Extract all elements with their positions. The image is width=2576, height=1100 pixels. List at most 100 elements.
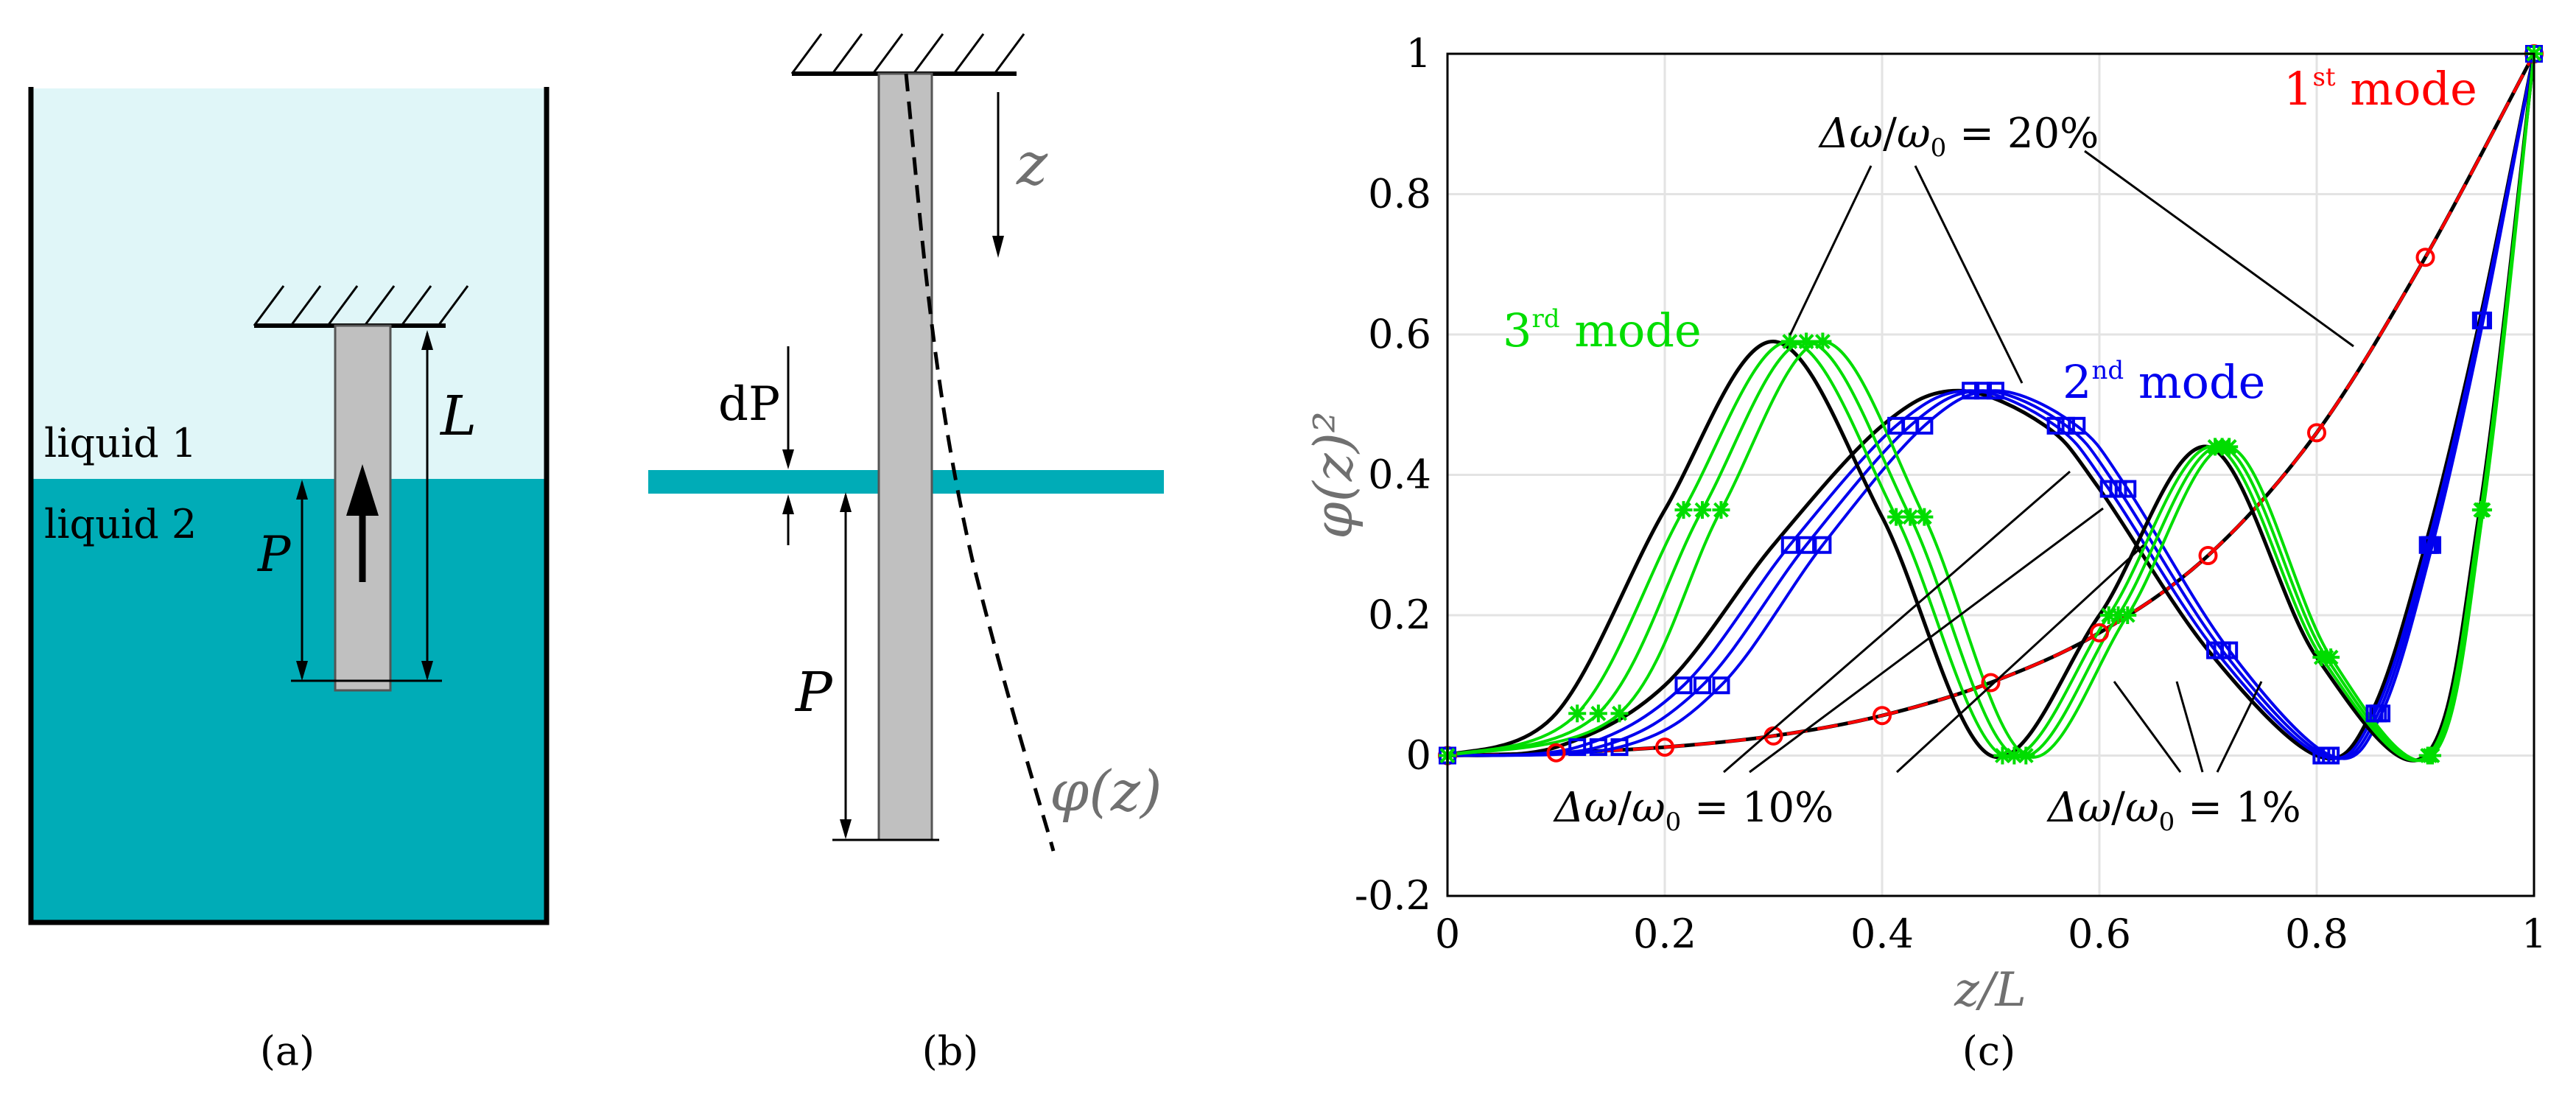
- x-axis-label: z/L: [1954, 963, 2026, 1017]
- mode2-marker: [1814, 536, 1832, 554]
- support-hatch: [790, 33, 1025, 74]
- container-walls: [28, 87, 550, 925]
- x-tick-label: 0.4: [1850, 911, 1914, 957]
- mode3-reference-line: [1447, 53, 2536, 763]
- mode2-marker: [1610, 738, 1629, 757]
- immersion-arrow-bottom: [296, 661, 308, 681]
- buoyancy-arrow-head: [346, 464, 379, 516]
- mode3-marker: [2017, 746, 2035, 765]
- mode1-marker: [2198, 546, 2218, 566]
- liquid1-region: [31, 88, 547, 479]
- mode3-marker: [1589, 704, 1607, 723]
- mode-shape-label: φ(z): [1050, 758, 1162, 824]
- mode3-marker: [2119, 606, 2137, 624]
- length-arrow-top: [421, 330, 433, 350]
- plot-frame: [1446, 52, 2535, 897]
- length-arrow-bottom: [421, 661, 433, 681]
- x-tick-label: 1: [2521, 911, 2547, 957]
- y-tick-label: 1: [1406, 30, 1431, 77]
- mode2-marker: [1693, 676, 1711, 695]
- immersion-label: P: [794, 661, 833, 724]
- mode2-marker: [1780, 536, 1799, 554]
- y-tick-label: 0.6: [1368, 311, 1431, 357]
- immersion-arrow-bottom: [840, 819, 852, 839]
- mode1-marker: [2307, 423, 2326, 443]
- chart-ticks: 0 0.2 0.4 0.6 0.8 1-0.200.20.40.60.81: [1355, 30, 2547, 957]
- mode3-marker: [2322, 648, 2340, 667]
- mode3-marker: [2424, 746, 2442, 765]
- caption-a: (a): [260, 1028, 315, 1074]
- mode2-marker: [1674, 676, 1693, 695]
- mode2-marker: [1797, 536, 1816, 554]
- mode2-marker: [2046, 416, 2065, 435]
- mode2-marker: [1712, 676, 1730, 695]
- mode2-series-line: [1447, 53, 2535, 760]
- length-label: L: [439, 385, 477, 448]
- mode2-marker: [1974, 382, 1993, 400]
- y-tick-label: 0.8: [1368, 171, 1431, 217]
- mode3-marker: [1610, 704, 1629, 723]
- immersion-label: P: [257, 526, 292, 583]
- mode3-marker: [1568, 704, 1587, 723]
- z-arrow-head: [992, 236, 1004, 258]
- mode3-label: 3rd mode: [1503, 304, 1702, 357]
- mode2-marker: [2424, 536, 2442, 554]
- mode2-marker: [1986, 382, 2004, 400]
- mode3-marker: [1674, 501, 1693, 519]
- panel-c: 0 0.2 0.4 0.6 0.8 1-0.200.20.40.60.81 1st mod…: [1302, 30, 2547, 1074]
- mode3-marker: [1814, 332, 1832, 351]
- mode2-marker: [2057, 416, 2075, 435]
- mode2-marker: [2109, 480, 2127, 498]
- mode2-marker: [1589, 738, 1607, 757]
- y-tick-label: 0.4: [1368, 452, 1431, 498]
- mode3-marker: [1797, 332, 1816, 351]
- mode1-marker: [1655, 738, 1674, 757]
- pct20-label: Δω/ω0 = 20%: [1818, 110, 2099, 163]
- dp-label: dP: [718, 377, 780, 432]
- mode2-marker: [2474, 311, 2493, 329]
- pct10-label: Δω/ω0 = 10%: [1553, 784, 1833, 837]
- x-tick-label: 0.8: [2285, 911, 2348, 957]
- y-tick-label: 0: [1406, 732, 1431, 779]
- mode1-marker: [1546, 743, 1566, 763]
- x-tick-label: 0.6: [2068, 911, 2131, 957]
- mode1-marker: [1873, 706, 1892, 726]
- mode2-marker: [1962, 382, 1980, 400]
- mode2-series-line: [1447, 53, 2535, 760]
- mode2-marker: [2068, 416, 2086, 435]
- rod: [877, 72, 933, 841]
- support-hatch: [253, 285, 469, 326]
- caption-b: (b): [922, 1028, 979, 1074]
- y-tick-label: 0.2: [1368, 592, 1431, 638]
- y-tick-label: -0.2: [1355, 872, 1431, 919]
- mode2-marker: [2373, 704, 2391, 723]
- z-label: z: [1016, 130, 1048, 198]
- mode2-marker: [2220, 641, 2239, 659]
- mode3-marker: [1915, 508, 1934, 526]
- dp-arrow-down: [782, 449, 794, 469]
- annotation-leaders: [1723, 150, 2354, 774]
- mode1-label: 1st mode: [2284, 62, 2477, 116]
- liquid1-label: liquid 1: [44, 420, 197, 466]
- mode2-marker: [2099, 480, 2118, 498]
- pct1-label: Δω/ω0 = 1%: [2046, 784, 2301, 837]
- mode1-series-line: [1447, 53, 2535, 757]
- mode2-label: 2nd mode: [2063, 355, 2265, 409]
- mode1-marker: [1981, 673, 2001, 693]
- panel-b: z dP P φ(z) (b): [648, 33, 1164, 1074]
- mode3-marker: [2220, 438, 2239, 456]
- mode-shape-curve: [904, 73, 1056, 852]
- mode3-marker: [1887, 508, 1906, 526]
- mode2-series-line: [1447, 53, 2535, 760]
- x-tick-label: 0.2: [1633, 911, 1696, 957]
- dp-arrow-up: [782, 494, 794, 514]
- mode2-marker: [2119, 480, 2137, 498]
- liquid2-region: [31, 479, 547, 921]
- y-axis-label: φ(z)²: [1302, 411, 1364, 539]
- caption-c: (c): [1962, 1028, 2015, 1074]
- mode2-marker: [1568, 738, 1587, 757]
- x-tick-label: 0: [1435, 911, 1460, 957]
- mode1-marker: [2415, 248, 2435, 267]
- panel-a: L P liquid 1 liquid 2 (a): [28, 87, 550, 1074]
